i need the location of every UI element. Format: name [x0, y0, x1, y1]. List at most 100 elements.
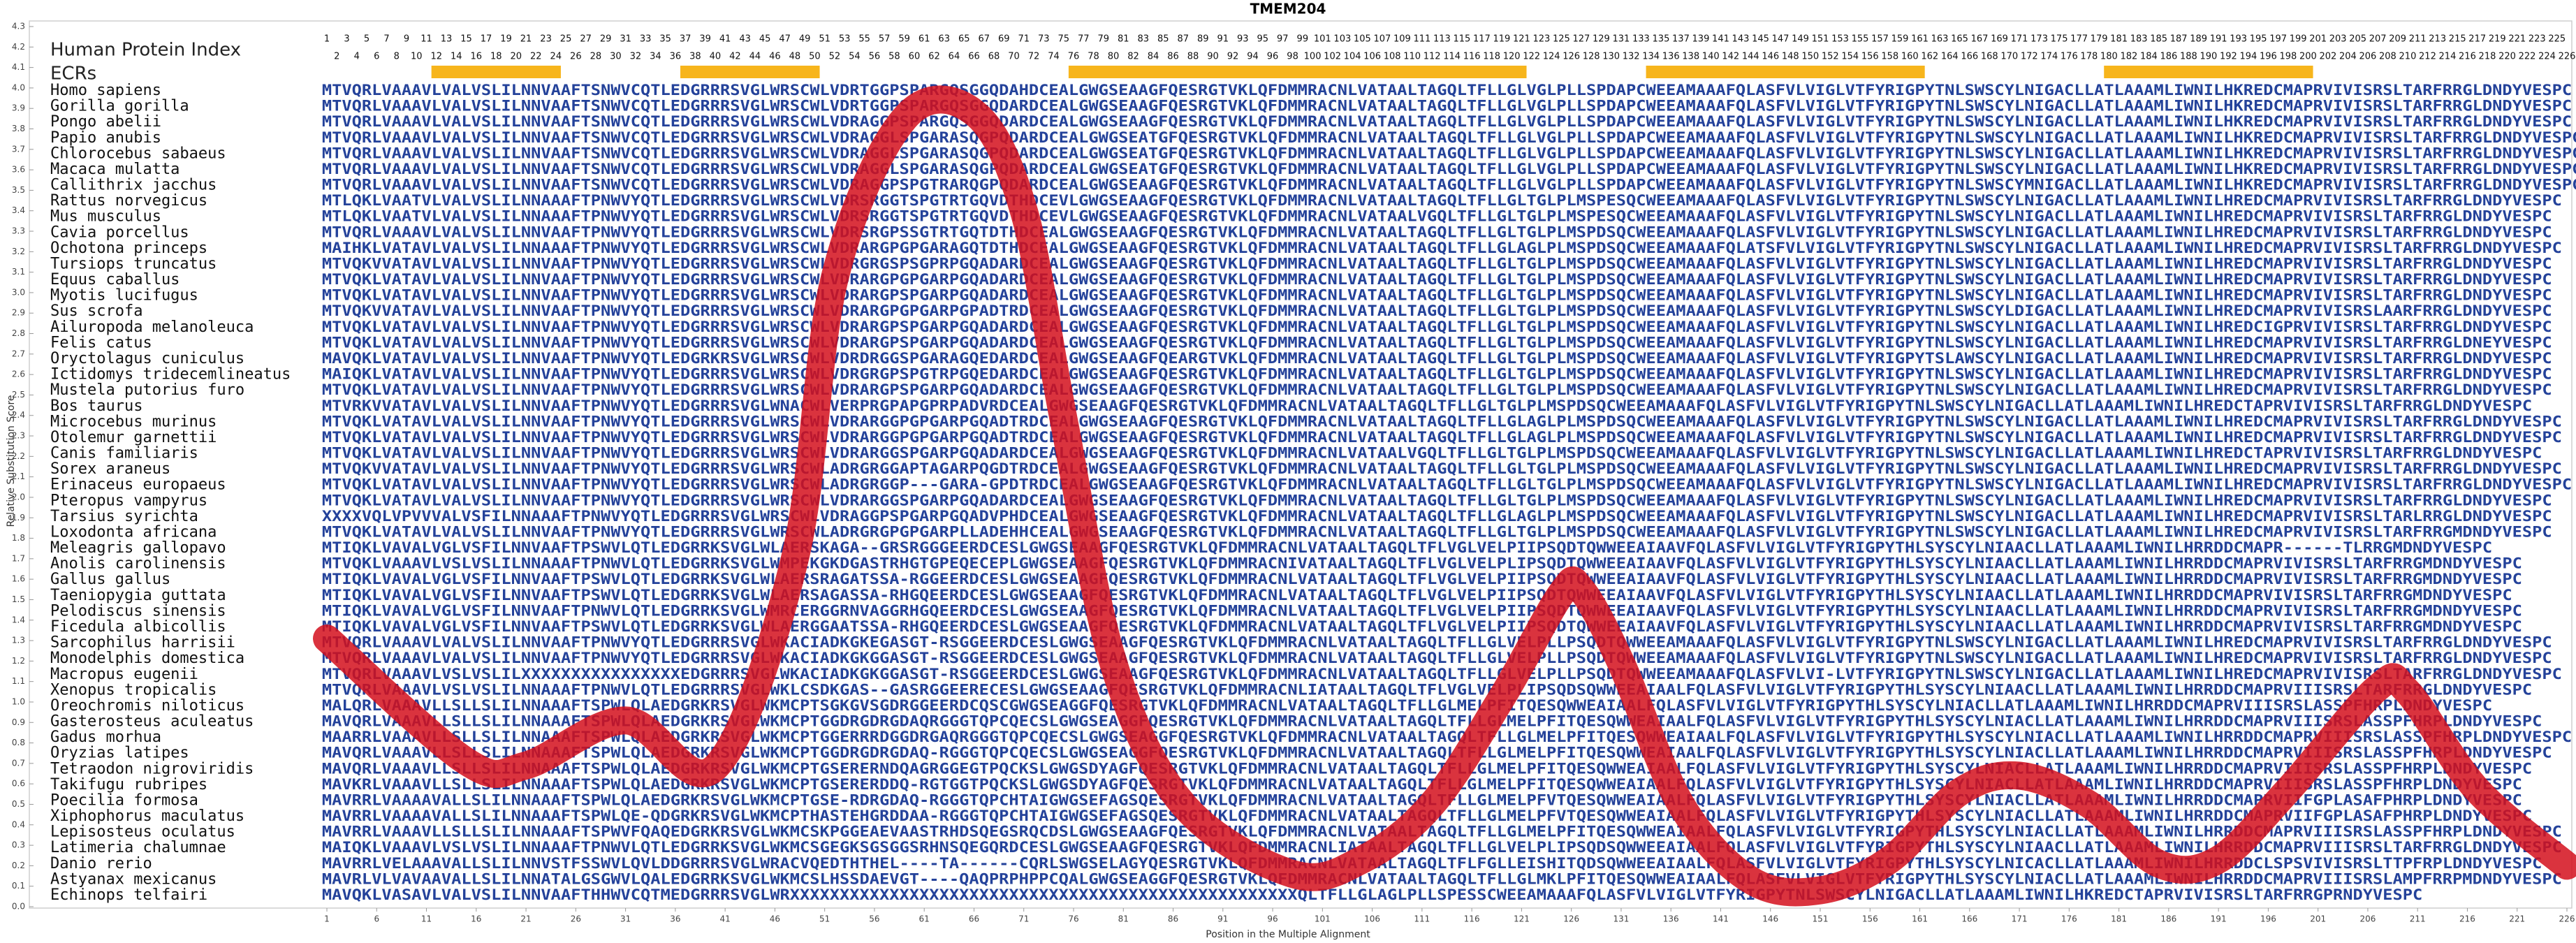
- x-tick-label: 56: [869, 914, 879, 924]
- y-tick-label: 2.5: [12, 390, 25, 400]
- index-number: 21: [520, 34, 532, 45]
- y-tick-label: 2.0: [12, 492, 25, 502]
- index-number: 57: [879, 34, 891, 45]
- y-tick-label: 4.2: [12, 42, 25, 52]
- sequence: MTVQKLVATAVLVALVSLILNNVAAFTPNWVYQTLEDGRR…: [322, 476, 2572, 493]
- sequence: MTVQKLVATAVLVALVSLILNNVAAFTPNWVYQTLEDGRR…: [322, 381, 2552, 398]
- index-number: 28: [590, 52, 602, 62]
- species-name: Rattus norvegicus: [50, 192, 207, 210]
- index-number: 201: [2309, 34, 2327, 45]
- index-number: 208: [2379, 52, 2396, 62]
- sequence: MTVQRLVAAAVLVALVSLILNNVAAFTSNWVCQTLEDGRR…: [322, 113, 2572, 130]
- index-number: 109: [1393, 34, 1411, 45]
- index-number: 81: [1118, 34, 1129, 45]
- index-number: 139: [1692, 34, 1710, 45]
- index-number: 27: [580, 34, 592, 45]
- index-number: 53: [839, 34, 851, 45]
- species-name: Astyanax mexicanus: [50, 870, 217, 888]
- index-number: 186: [2160, 52, 2177, 62]
- index-number: 69: [998, 34, 1010, 45]
- y-tick-label: 4.0: [12, 82, 25, 92]
- sequence: MTVQRLVAAAVLVSLVSLILNNAAAFTPNWVLQTLEDGRR…: [322, 681, 2532, 698]
- species-name: Macaca mulatta: [50, 161, 180, 178]
- y-tick-label: 3.4: [12, 205, 25, 215]
- index-number: 8: [394, 52, 400, 62]
- y-tick-label: 0.5: [12, 799, 25, 809]
- index-number: 17: [481, 34, 492, 45]
- sequence: MTVQKLVATAVLVALVSLILNNVAAFTPNWVYQTLEDGRR…: [322, 287, 2552, 304]
- y-tick-label: 2.1: [12, 472, 25, 481]
- x-tick-label: 26: [571, 914, 581, 924]
- species-name: Tursiops truncatus: [50, 255, 217, 272]
- sequence: MTVQKLVATAVLVALVSLILNNVAAFTPNWVYQTLEDGRR…: [322, 445, 2542, 462]
- index-number: 159: [1891, 34, 1909, 45]
- sequence: XXXXVQLVPVVVALVSFILNNAAAFTPNWVYQTLEDGRRR…: [322, 508, 2552, 525]
- index-number: 224: [2538, 52, 2556, 62]
- index-number: 44: [749, 52, 761, 62]
- index-number: 1: [324, 34, 330, 45]
- index-number: 36: [670, 52, 682, 62]
- index-number: 87: [1178, 34, 1190, 45]
- species-name: Erinaceus europaeus: [50, 476, 226, 494]
- index-number: 76: [1068, 52, 1080, 62]
- index-number: 184: [2140, 52, 2158, 62]
- index-number: 212: [2419, 52, 2436, 62]
- sequence: MTIQKLVAVALVGLVSFILNNVAAFTPNWVLQTLEDGRRK…: [322, 602, 2522, 619]
- index-number: 150: [1801, 52, 1819, 62]
- y-tick-label: 2.7: [12, 349, 25, 358]
- index-number: 164: [1941, 52, 1959, 62]
- y-tick-label: 3.0: [12, 287, 25, 297]
- x-tick-label: 226: [2559, 914, 2575, 924]
- index-number: 99: [1297, 34, 1309, 45]
- ecr-label: ECRs: [50, 64, 96, 85]
- x-tick-label: 111: [1414, 914, 1430, 924]
- sequence: MTVQRLVAAAVLVALVSLILNNVAAFTSNWVCQTLEDGRR…: [322, 98, 2572, 115]
- index-number: 97: [1277, 34, 1289, 45]
- x-tick-label: 81: [1118, 914, 1129, 924]
- index-number: 225: [2548, 34, 2566, 45]
- species-name: Oryzias latipes: [50, 745, 189, 762]
- x-axis-label: Position in the Multiple Alignment: [1206, 929, 1370, 940]
- index-number: 37: [680, 34, 691, 45]
- x-tick-label: 136: [1663, 914, 1679, 924]
- x-tick-label: 156: [1862, 914, 1878, 924]
- index-number: 214: [2439, 52, 2457, 62]
- index-number: 194: [2239, 52, 2257, 62]
- species-name: Chlorocebus sabaeus: [50, 145, 226, 162]
- species-name: Sarcophilus harrisii: [50, 634, 235, 652]
- index-number: 118: [1483, 52, 1500, 62]
- species-name: Ochotona princeps: [50, 240, 207, 257]
- index-number: 43: [739, 34, 751, 45]
- index-number: 222: [2519, 52, 2536, 62]
- x-tick-label: 181: [2111, 914, 2127, 924]
- x-tick-label: 76: [1068, 914, 1078, 924]
- y-axis-label: Relative Substitution Score: [6, 395, 17, 527]
- x-tick-label: 161: [1912, 914, 1928, 924]
- index-number: 174: [2040, 52, 2058, 62]
- species-name: Xenopus tropicalis: [50, 681, 217, 699]
- index-number: 127: [1573, 34, 1590, 45]
- index-number: 134: [1642, 52, 1660, 62]
- index-number: 107: [1373, 34, 1391, 45]
- index-number: 63: [938, 34, 950, 45]
- x-tick-label: 141: [1713, 914, 1729, 924]
- sequence: MTIQKLVAVALVGLVSFILNNVAAFTPSWVLQTLEDGRRK…: [322, 618, 2522, 635]
- index-number: 119: [1493, 34, 1510, 45]
- sequence: MAIHKLVATAVLVALVSLILNNAAAFTPNWVYQTLEDGRR…: [322, 240, 2562, 256]
- index-number: 137: [1672, 34, 1690, 45]
- index-number: 122: [1523, 52, 1540, 62]
- species-name: Sorex araneus: [50, 460, 170, 478]
- index-number: 199: [2290, 34, 2307, 45]
- x-tick-label: 131: [1613, 914, 1629, 924]
- index-number: 23: [540, 34, 552, 45]
- index-number: 198: [2279, 52, 2297, 62]
- x-tick-label: 106: [1364, 914, 1380, 924]
- index-number: 113: [1433, 34, 1451, 45]
- index-number: 100: [1304, 52, 1322, 62]
- index-number: 92: [1227, 52, 1239, 62]
- species-name: Loxodonta africana: [50, 523, 217, 541]
- index-number: 146: [1762, 52, 1779, 62]
- index-number: 32: [630, 52, 642, 62]
- index-number: 136: [1662, 52, 1680, 62]
